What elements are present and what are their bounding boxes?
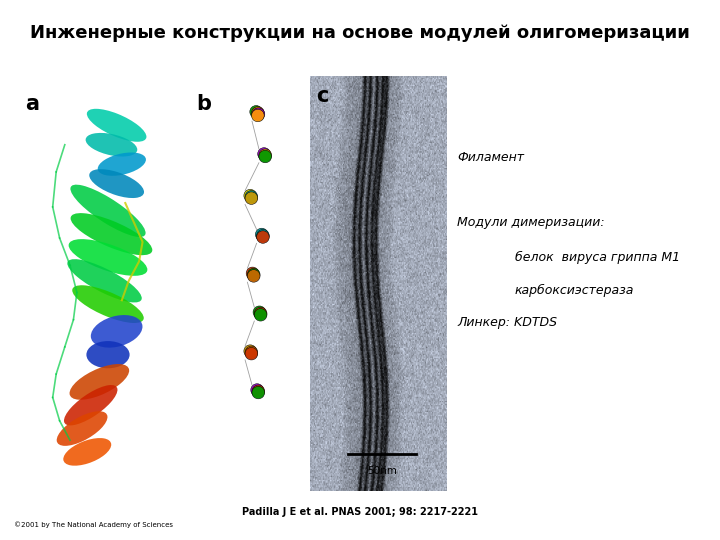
Text: Padilla J E et al. PNAS 2001; 98: 2217-2221: Padilla J E et al. PNAS 2001; 98: 2217-2… <box>242 507 478 517</box>
Ellipse shape <box>258 147 271 160</box>
Ellipse shape <box>87 109 146 142</box>
Text: Инженерные конструкции на основе модулей олигомеризации: Инженерные конструкции на основе модулей… <box>30 24 690 42</box>
Ellipse shape <box>70 364 129 400</box>
Ellipse shape <box>252 386 265 399</box>
Ellipse shape <box>245 192 258 205</box>
Ellipse shape <box>248 268 260 281</box>
Ellipse shape <box>251 106 264 119</box>
Text: a: a <box>25 94 39 114</box>
Text: Филамент: Филамент <box>457 151 524 164</box>
Text: Линкер: KDTDS: Линкер: KDTDS <box>457 316 557 329</box>
Text: ©2001 by The National Academy of Sciences: ©2001 by The National Academy of Science… <box>14 522 174 528</box>
Text: белок  вируса гриппа М1: белок вируса гриппа М1 <box>515 251 680 264</box>
Text: карбоксиэстераза: карбоксиэстераза <box>515 284 634 296</box>
Ellipse shape <box>71 185 145 237</box>
Ellipse shape <box>252 108 265 120</box>
Ellipse shape <box>64 385 117 426</box>
Ellipse shape <box>246 267 259 280</box>
Ellipse shape <box>86 341 130 368</box>
Ellipse shape <box>244 190 256 202</box>
Ellipse shape <box>254 307 267 320</box>
Ellipse shape <box>68 259 142 302</box>
Ellipse shape <box>57 411 107 446</box>
Ellipse shape <box>72 285 144 323</box>
Ellipse shape <box>254 308 267 321</box>
Ellipse shape <box>244 345 256 357</box>
Ellipse shape <box>86 133 138 157</box>
Ellipse shape <box>245 191 258 203</box>
Ellipse shape <box>251 109 264 122</box>
Ellipse shape <box>256 228 268 241</box>
Ellipse shape <box>259 149 271 161</box>
Ellipse shape <box>250 105 263 118</box>
Ellipse shape <box>251 384 264 396</box>
Ellipse shape <box>91 315 143 348</box>
Ellipse shape <box>256 231 269 244</box>
Ellipse shape <box>98 152 146 176</box>
Text: 50nm: 50nm <box>367 467 397 476</box>
Ellipse shape <box>63 438 111 465</box>
Ellipse shape <box>256 230 269 242</box>
Text: c: c <box>317 86 329 106</box>
Ellipse shape <box>253 306 266 319</box>
Ellipse shape <box>89 169 144 198</box>
Ellipse shape <box>71 213 153 255</box>
Ellipse shape <box>259 150 271 163</box>
Ellipse shape <box>252 385 265 397</box>
Ellipse shape <box>245 347 258 360</box>
Ellipse shape <box>245 346 258 359</box>
Text: Модули димеризации:: Модули димеризации: <box>457 216 605 229</box>
Text: b: b <box>197 94 212 114</box>
Ellipse shape <box>248 269 260 282</box>
Ellipse shape <box>68 239 148 276</box>
